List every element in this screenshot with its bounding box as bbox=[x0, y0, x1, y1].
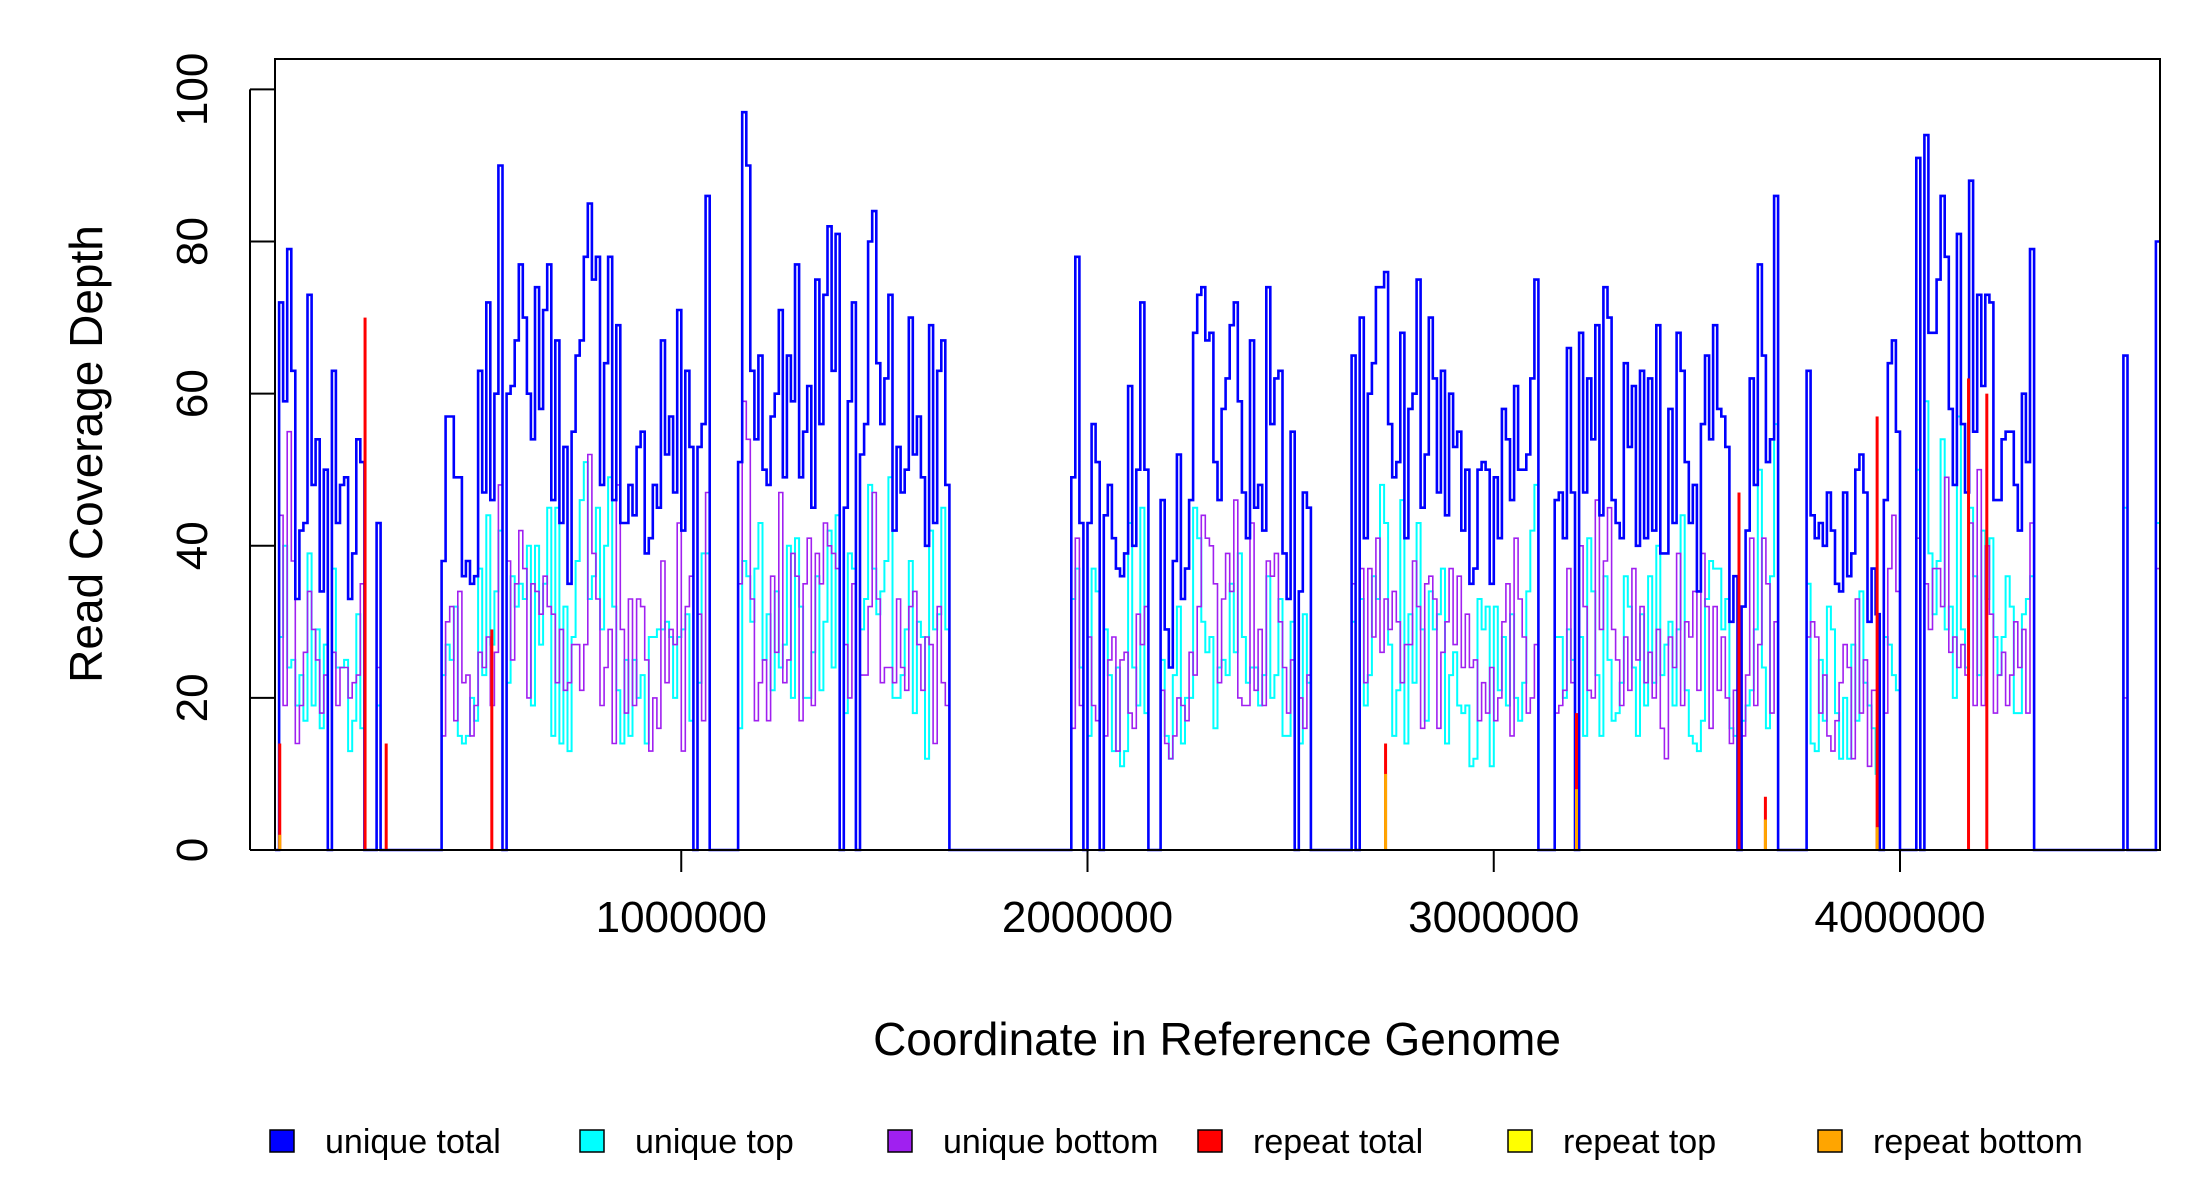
repeat-bottom-spike-5 bbox=[1575, 789, 1578, 850]
repeat-total-spike-10 bbox=[1985, 393, 1989, 850]
series-unique-total-line bbox=[275, 110, 2160, 852]
repeat-bottom-spike-8 bbox=[1875, 827, 1879, 850]
y-axis: 0 20 40 60 80 100 bbox=[168, 53, 275, 862]
repeat-total-spike-9 bbox=[1967, 378, 1971, 850]
legend: unique total unique top unique bottom repea… bbox=[269, 1123, 2083, 1161]
legend-label-0: unique total bbox=[325, 1123, 501, 1161]
y-tick-label-1: 20 bbox=[168, 673, 217, 722]
repeat-bottom-spike-4 bbox=[1384, 773, 1388, 850]
repeat-total-spike-6 bbox=[1737, 492, 1741, 850]
x-tick-label-1: 2000000 bbox=[1002, 893, 1173, 942]
x-axis-title: Coordinate in Reference Genome bbox=[873, 1013, 1561, 1065]
repeat-total-spike-5 bbox=[1575, 713, 1578, 850]
legend-label-5: repeat bottom bbox=[1873, 1123, 2083, 1161]
legend-label-1: unique top bbox=[635, 1123, 794, 1161]
y-tick-label-2: 40 bbox=[168, 521, 217, 570]
legend-swatch-5 bbox=[1817, 1129, 1843, 1153]
series-unique-bottom-line bbox=[275, 400, 2160, 851]
repeat-bottom-spike-7 bbox=[1763, 819, 1767, 850]
y-tick-label-0: 0 bbox=[168, 838, 217, 862]
repeat-bottom-spike-0 bbox=[278, 834, 282, 850]
x-tick-label-3: 4000000 bbox=[1814, 893, 1985, 942]
repeat-total-spike-1 bbox=[363, 317, 367, 850]
series-unique-top-line bbox=[275, 400, 2160, 851]
y-tick-label-4: 80 bbox=[168, 217, 217, 266]
repeat-total-spike-3 bbox=[490, 629, 494, 850]
plot-border bbox=[274, 58, 2161, 851]
legend-swatch-1 bbox=[579, 1129, 605, 1153]
repeat-total-spike-0 bbox=[278, 743, 282, 850]
x-tick-label-0: 1000000 bbox=[596, 893, 767, 942]
plot-area bbox=[275, 110, 2160, 852]
y-tick-label-3: 60 bbox=[168, 369, 217, 418]
x-axis: 1000000 2000000 3000000 4000000 bbox=[596, 850, 1986, 942]
legend-label-2: unique bottom bbox=[943, 1123, 1159, 1161]
legend-label-4: repeat top bbox=[1563, 1123, 1716, 1161]
repeat-total-spike-8 bbox=[1875, 416, 1879, 850]
y-tick-label-5: 100 bbox=[168, 53, 217, 126]
legend-swatch-4 bbox=[1507, 1129, 1533, 1153]
legend-swatch-0 bbox=[269, 1129, 295, 1153]
y-axis-title: Read Coverage Depth bbox=[60, 225, 112, 683]
repeat-total-spike-2 bbox=[384, 743, 388, 850]
legend-swatch-2 bbox=[887, 1129, 913, 1153]
legend-label-3: repeat total bbox=[1253, 1123, 1423, 1161]
legend-swatch-3 bbox=[1197, 1129, 1223, 1153]
x-tick-label-2: 3000000 bbox=[1408, 893, 1579, 942]
